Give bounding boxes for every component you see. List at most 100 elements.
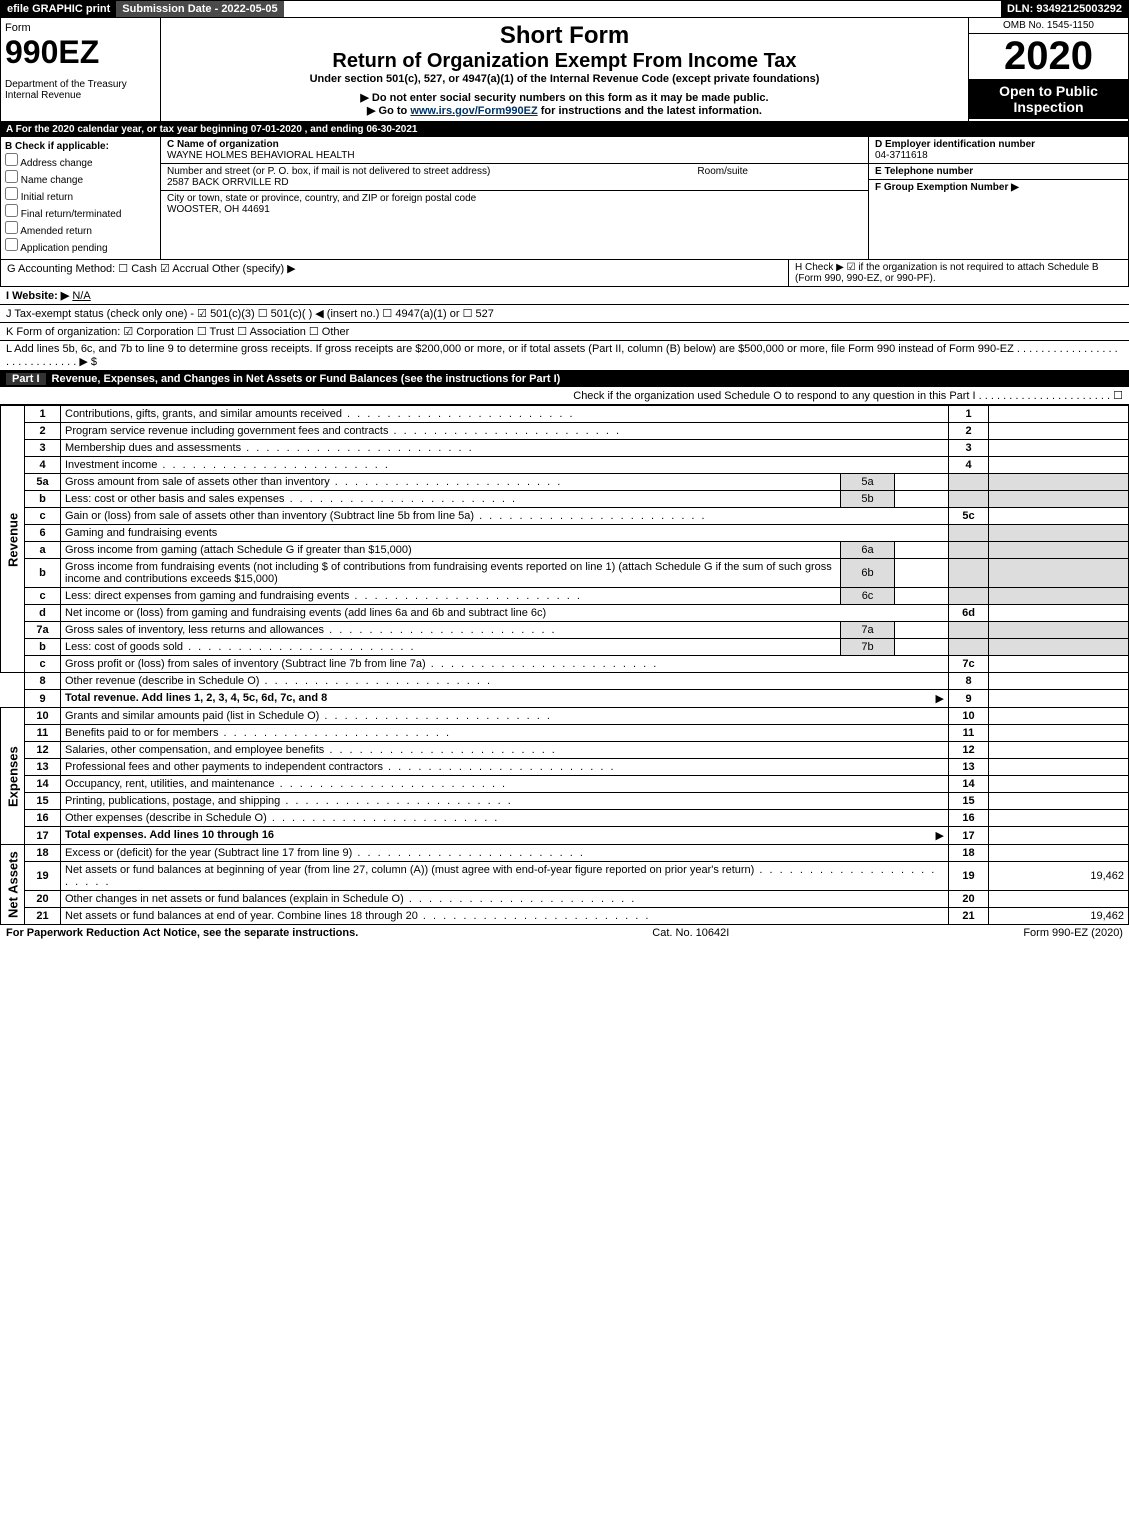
cb-amended-return[interactable]: Amended return (5, 221, 156, 237)
r2-num: 2 (25, 423, 61, 440)
expenses-side-label: Expenses (1, 708, 25, 845)
r12-num: 12 (25, 742, 61, 759)
revenue-side-label: Revenue (1, 406, 25, 673)
header-right: OMB No. 1545-1150 2020 Open to Public In… (968, 18, 1128, 121)
r20-num: 20 (25, 891, 61, 908)
r7a-rn (949, 622, 989, 639)
line-g: G Accounting Method: ☐ Cash ☑ Accrual Ot… (1, 260, 788, 286)
r18-text: Excess or (deficit) for the year (Subtra… (61, 845, 949, 862)
org-name: WAYNE HOLMES BEHAVIORAL HEALTH (167, 150, 862, 161)
section-b: B Check if applicable: Address change Na… (1, 137, 161, 259)
r14-text: Occupancy, rent, utilities, and maintena… (61, 776, 949, 793)
r4-rn: 4 (949, 457, 989, 474)
r13-text: Professional fees and other payments to … (61, 759, 949, 776)
line-l: L Add lines 5b, 6c, and 7b to line 9 to … (0, 341, 1129, 371)
r5a-num: 5a (25, 474, 61, 491)
section-def: D Employer identification number 04-3711… (868, 137, 1128, 259)
cb-initial-return[interactable]: Initial return (5, 187, 156, 203)
r21-rn: 21 (949, 908, 989, 925)
i-label: I Website: ▶ (6, 290, 69, 302)
goto-pre: ▶ Go to (367, 105, 410, 117)
form-header: Form 990EZ Department of the Treasury In… (0, 18, 1129, 122)
footer-right: Form 990-EZ (2020) (1023, 927, 1123, 939)
footer-left: For Paperwork Reduction Act Notice, see … (6, 927, 358, 939)
r19-amt: 19,462 (989, 862, 1129, 891)
r5c-num: c (25, 508, 61, 525)
r7c-rn: 7c (949, 656, 989, 673)
street-cell: Number and street (or P. O. box, if mail… (161, 164, 868, 191)
r10-text: Grants and similar amounts paid (list in… (61, 708, 949, 725)
r5b-lab: 5b (841, 491, 895, 508)
form-number: 990EZ (5, 34, 156, 71)
r6-rn (949, 525, 989, 542)
goto-post: for instructions and the latest informat… (538, 105, 762, 117)
r1-text: Contributions, gifts, grants, and simila… (61, 406, 949, 423)
r13-num: 13 (25, 759, 61, 776)
r1-num: 1 (25, 406, 61, 423)
r7a-num: 7a (25, 622, 61, 639)
r20-amt (989, 891, 1129, 908)
r19-rn: 19 (949, 862, 989, 891)
header-left: Form 990EZ Department of the Treasury In… (1, 18, 161, 121)
r9-amt (989, 690, 1129, 708)
r2-rn: 2 (949, 423, 989, 440)
r5a-lab: 5a (841, 474, 895, 491)
line-j: J Tax-exempt status (check only one) - ☑… (0, 305, 1129, 323)
r6c-text: Less: direct expenses from gaming and fu… (61, 588, 841, 605)
f-label: F Group Exemption Number ▶ (875, 182, 1122, 193)
r6a-text: Gross income from gaming (attach Schedul… (61, 542, 841, 559)
r5b-amt (989, 491, 1129, 508)
r14-amt (989, 776, 1129, 793)
ein-value: 04-3711618 (875, 150, 1122, 161)
line-k: K Form of organization: ☑ Corporation ☐ … (0, 323, 1129, 341)
arrow-icon: ▶ (936, 829, 944, 842)
r7b-num: b (25, 639, 61, 656)
cb-address-change[interactable]: Address change (5, 153, 156, 169)
page-footer: For Paperwork Reduction Act Notice, see … (0, 925, 1129, 941)
r18-rn: 18 (949, 845, 989, 862)
r4-amt (989, 457, 1129, 474)
open-inspection: Open to Public Inspection (969, 79, 1128, 119)
r14-num: 14 (25, 776, 61, 793)
r18-amt (989, 845, 1129, 862)
main-title: Return of Organization Exempt From Incom… (165, 50, 964, 73)
r11-rn: 11 (949, 725, 989, 742)
r3-amt (989, 440, 1129, 457)
r8-amt (989, 673, 1129, 690)
r5c-amt (989, 508, 1129, 525)
goto-link[interactable]: www.irs.gov/Form990EZ (410, 105, 537, 117)
ssn-warning: ▶ Do not enter social security numbers o… (165, 91, 964, 104)
cb-name-change[interactable]: Name change (5, 170, 156, 186)
r1-rn: 1 (949, 406, 989, 423)
r3-text: Membership dues and assessments (61, 440, 949, 457)
r16-amt (989, 810, 1129, 827)
r6b-lab: 6b (841, 559, 895, 588)
r15-text: Printing, publications, postage, and shi… (61, 793, 949, 810)
r15-rn: 15 (949, 793, 989, 810)
e-label: E Telephone number (875, 166, 1122, 177)
r15-num: 15 (25, 793, 61, 810)
dept-label: Department of the Treasury Internal Reve… (5, 79, 156, 101)
r11-text: Benefits paid to or for members (61, 725, 949, 742)
org-name-cell: C Name of organization WAYNE HOLMES BEHA… (161, 137, 868, 164)
r13-amt (989, 759, 1129, 776)
r17-num: 17 (25, 827, 61, 845)
r7c-amt (989, 656, 1129, 673)
r6c-lab: 6c (841, 588, 895, 605)
r14-rn: 14 (949, 776, 989, 793)
submission-date: Submission Date - 2022-05-05 (116, 1, 283, 17)
form-word: Form (5, 22, 156, 34)
r6-amt (989, 525, 1129, 542)
r11-num: 11 (25, 725, 61, 742)
netassets-side-label: Net Assets (1, 845, 25, 925)
r21-text: Net assets or fund balances at end of ye… (61, 908, 949, 925)
part1-title: Revenue, Expenses, and Changes in Net As… (52, 373, 561, 385)
r12-amt (989, 742, 1129, 759)
cb-final-return[interactable]: Final return/terminated (5, 204, 156, 220)
street-value: 2587 BACK ORRVILLE RD (167, 177, 862, 188)
r7a-text: Gross sales of inventory, less returns a… (61, 622, 841, 639)
r6d-num: d (25, 605, 61, 622)
cb-application-pending[interactable]: Application pending (5, 238, 156, 254)
r12-text: Salaries, other compensation, and employ… (61, 742, 949, 759)
r6d-rn: 6d (949, 605, 989, 622)
